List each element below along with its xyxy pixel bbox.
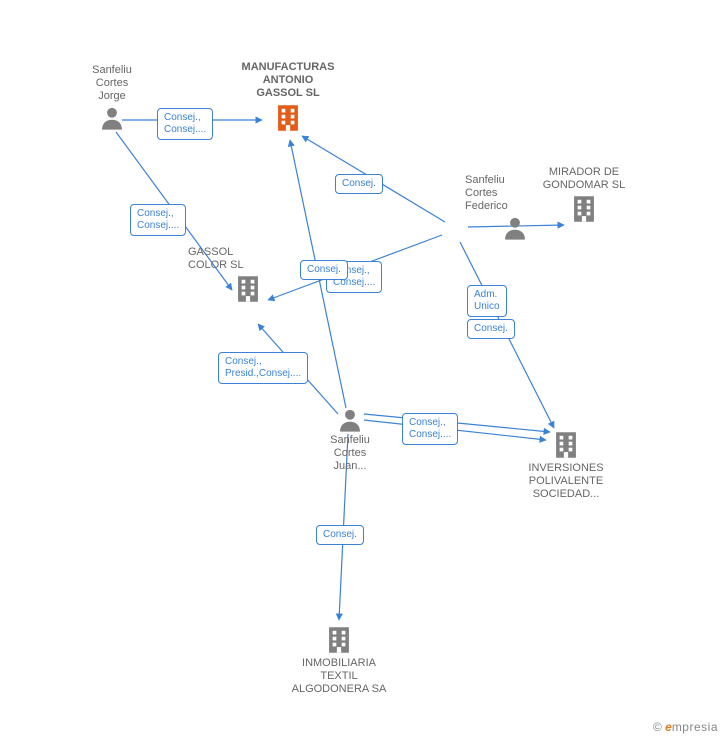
building-icon <box>549 428 583 462</box>
edge-label: Consej., Consej.... <box>157 108 213 140</box>
node-juan[interactable]: Sanfeliu Cortes Juan... <box>290 406 410 474</box>
footer-brand: © empresia <box>653 720 718 734</box>
building-icon <box>567 192 601 226</box>
edge-label: Consej., Presid.,Consej.... <box>218 352 308 384</box>
diagram-canvas: Sanfeliu Cortes Jorge MANUFACTURAS ANTON… <box>0 0 728 740</box>
brand-rest: mpresia <box>672 720 718 734</box>
node-jorge[interactable]: Sanfeliu Cortes Jorge <box>52 64 172 132</box>
node-label: MIRADOR DE GONDOMAR SL <box>524 166 644 192</box>
node-gassol[interactable]: GASSOL COLOR SL <box>188 246 308 306</box>
edge-label: Consej. <box>467 319 515 339</box>
edge-label: Consej. <box>316 525 364 545</box>
building-icon <box>231 272 265 306</box>
edge-label: Adm. Unico <box>467 285 507 317</box>
copyright-symbol: © <box>653 720 662 734</box>
node-label: Sanfeliu Cortes Juan... <box>290 434 410 474</box>
person-icon <box>336 406 364 434</box>
node-label: GASSOL COLOR SL <box>188 246 308 272</box>
node-maga[interactable]: MANUFACTURAS ANTONIO GASSOL SL <box>228 61 348 135</box>
node-inmo[interactable]: INMOBILIARIA TEXTIL ALGODONERA SA <box>279 623 399 697</box>
edge-label: Consej. <box>335 174 383 194</box>
person-icon <box>98 104 126 132</box>
building-icon <box>322 623 356 657</box>
edge-label: Consej., Consej.... <box>130 204 186 236</box>
edge-label: Consej., Consej.... <box>402 413 458 445</box>
edge-label: Consej. <box>300 260 348 280</box>
brand-first-letter: e <box>665 720 672 734</box>
node-label: INMOBILIARIA TEXTIL ALGODONERA SA <box>279 657 399 697</box>
node-label: Sanfeliu Cortes Jorge <box>52 64 172 104</box>
node-inver[interactable]: INVERSIONES POLIVALENTE SOCIEDAD... <box>506 428 626 502</box>
node-label: MANUFACTURAS ANTONIO GASSOL SL <box>228 61 348 101</box>
node-label: INVERSIONES POLIVALENTE SOCIEDAD... <box>506 462 626 502</box>
node-mirador[interactable]: MIRADOR DE GONDOMAR SL <box>524 166 644 226</box>
building-icon <box>271 101 305 135</box>
